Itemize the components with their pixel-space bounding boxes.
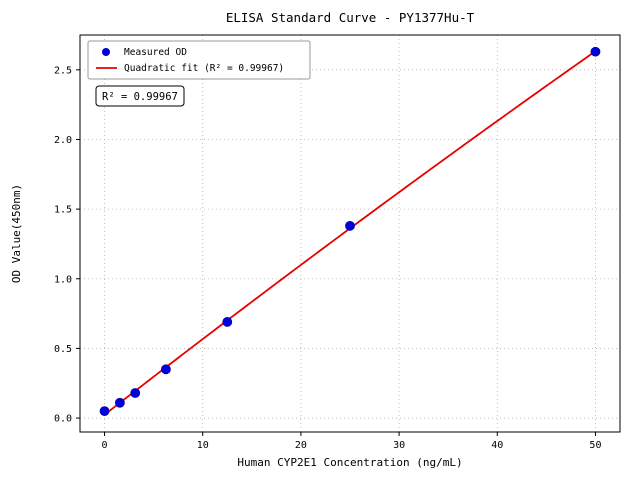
- legend-label: Measured OD: [124, 47, 187, 58]
- r-squared-annotation-box: [95, 85, 185, 107]
- y-tick-label: 0.5: [54, 344, 72, 355]
- legend-dot-marker: [102, 48, 110, 56]
- data-point: [222, 317, 233, 327]
- x-tick-label: 20: [295, 440, 307, 451]
- data-point: [345, 220, 355, 231]
- y-axis-label: OD Value(450nm): [10, 184, 23, 283]
- x-tick-label: 50: [589, 440, 601, 451]
- data-point: [161, 364, 171, 375]
- plot-border: [79, 34, 621, 433]
- y-tick-label: 1.5: [54, 205, 72, 216]
- plot-title: ELISA Standard Curve - PY1377Hu-T: [226, 10, 475, 25]
- data-point: [99, 406, 110, 417]
- r-squared-annotation: R² = 0.99967: [102, 91, 178, 103]
- x-tick-label: 10: [197, 440, 209, 451]
- y-tick-label: 0.0: [54, 414, 72, 425]
- x-tick-label: 30: [393, 440, 405, 451]
- y-tick-label: 2.0: [54, 135, 72, 146]
- x-axis-label: Human CYP2E1 Concentration (ng/mL): [237, 456, 462, 469]
- x-tick-label: 40: [491, 440, 503, 451]
- data-point: [114, 397, 125, 408]
- legend-label: Quadratic fit (R² = 0.99967): [124, 63, 284, 74]
- x-tick-label: 0: [102, 440, 108, 451]
- y-tick-label: 2.5: [54, 65, 72, 76]
- data-point: [590, 46, 601, 57]
- legend-box: [87, 40, 311, 80]
- y-tick-label: 1.0: [54, 274, 72, 285]
- data-point: [130, 388, 141, 398]
